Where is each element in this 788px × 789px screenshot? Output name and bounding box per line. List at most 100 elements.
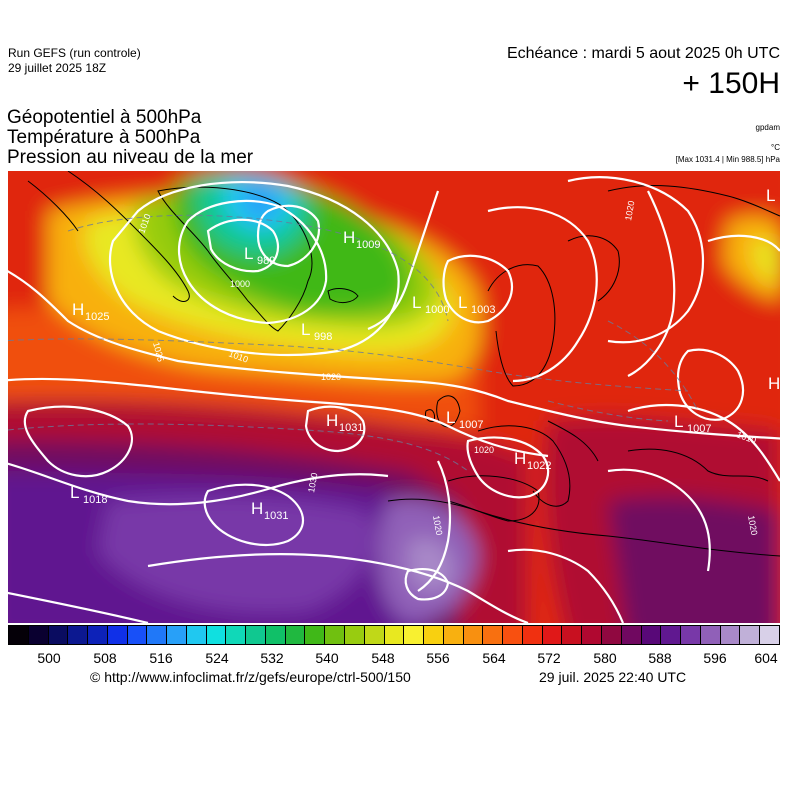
colorbar-tick-label: 532 [260,650,284,666]
low-pressure-center: L 1007 [674,412,711,435]
parameter-geopotential: Géopotentiel à 500hPa [7,107,202,128]
colorbar-swatch [127,625,148,645]
colorbar-tick-label: 500 [37,650,61,666]
colorbar-swatch [404,625,425,645]
colorbar-swatch [68,625,89,645]
pressure-center-value: 1009 [356,239,380,251]
colorbar-swatch [582,625,602,645]
colorbar-swatch [345,625,365,645]
pressure-center-letter: L [446,408,455,427]
colorbar-swatch [621,625,642,645]
pressure-center-letter: L [458,293,467,312]
isobars [8,176,780,623]
isobar-value-label: 1000 [230,279,250,289]
pressure-center-letter: H [343,228,355,247]
high-pressure-center: H 1031 [251,499,288,522]
colorbar-swatch [760,625,780,645]
isobar-value-label: 1020 [431,515,444,536]
colorbar-swatch [384,625,405,645]
colorbar-swatch [562,625,583,645]
pressure-center-letter: H [326,411,338,430]
pressure-center-letter: H [514,449,526,468]
pressure-center-value: 998 [314,331,332,343]
colorbar-swatch [226,625,247,645]
colorbar-swatch [167,625,187,645]
pressure-center-value: 1003 [471,304,495,316]
colorbar-swatch [443,625,464,645]
pressure-center-value: 1007 [687,423,711,435]
low-pressure-center: L 1018 [70,483,107,506]
colorbar-swatch [28,625,49,645]
colorbar-swatch [186,625,207,645]
unit-geopotential: gpdam [755,123,780,132]
pressure-center-letter: H [251,499,263,518]
parameter-pressure: Pression au niveau de la mer [7,147,254,168]
colorbar-tick-label: 508 [93,650,117,666]
colorbar-swatch [305,625,326,645]
pressure-center-letter: L [766,186,775,205]
colorbar-tick-label: 524 [205,650,229,666]
colorbar-swatch [147,625,168,645]
colorbar-swatch [48,625,69,645]
run-date: 29 juillet 2025 18Z [8,61,107,75]
low-pressure-center: L 1003 [458,293,495,316]
pressure-center-letter: H [72,300,84,319]
high-pressure-center: H 1009 [343,228,380,251]
colorbar-swatch [522,625,543,645]
high-pressure-center: H 1031 [326,411,363,434]
pressure-center-letter: L [244,244,253,263]
low-pressure-center: L [766,186,775,205]
colorbar-swatch [463,625,484,645]
colorbar-tick-label: 516 [149,650,173,666]
high-pressure-center: H 1025 [72,300,109,323]
colorbar-tick-label: 540 [315,650,339,666]
pressure-center-letter: L [70,483,79,502]
isobar-value-label: 1020 [746,515,759,536]
pressure-center-letter: L [301,320,310,339]
pressure-center-value: 1031 [264,510,288,522]
colorbar-swatch [424,625,444,645]
temperature-colorbar [8,625,780,645]
parameter-temperature: Température à 500hPa [7,127,201,148]
colorbar-tick-label: 580 [593,650,617,666]
colorbar-swatch [720,625,741,645]
colorbar-swatch [88,625,108,645]
run-title: Run GEFS (run controle) [8,46,141,60]
height-contours [8,214,699,472]
low-pressure-center: L 998 [301,320,332,343]
colorbar-tick-label: 564 [482,650,506,666]
pressure-center-value: 989 [257,255,275,267]
pressure-center-letter: H [768,374,780,393]
colorbar-swatch [325,625,346,645]
pressure-range: [Max 1031.4 | Min 988.5] hPa [675,155,780,164]
pressure-center-letter: L [674,412,683,431]
pressure-center-value: 1031 [339,422,363,434]
weather-map[interactable]: 1010 1000 1020 1025 1010 1020 1020 1030 1020 1010… [8,171,780,623]
colorbar-swatch [503,625,523,645]
low-pressure-center: L 989 [244,244,275,267]
colorbar-swatch [601,625,622,645]
source-credit[interactable]: © http://www.infoclimat.fr/z/gefs/europe… [90,669,411,685]
high-pressure-center: H 1022 [514,449,551,472]
colorbar-swatch [246,625,266,645]
colorbar-swatch [661,625,682,645]
colorbar-swatch [542,625,563,645]
colorbar-swatch [285,625,306,645]
colorbar-tick-label: 596 [703,650,727,666]
colorbar-swatch [681,625,701,645]
colorbar-swatch [641,625,662,645]
unit-temperature: °C [771,143,780,152]
isobar-value-label: 1030 [306,472,319,493]
colorbar-tick-label: 588 [648,650,672,666]
colorbar-swatch [107,625,128,645]
isobar-value-label: 1020 [623,200,636,221]
colorbar-tick-label: 556 [426,650,450,666]
coastlines [27,171,780,557]
colorbar-tick-label: 548 [371,650,395,666]
pressure-center-value: 1025 [85,311,109,323]
pressure-center-value: 1022 [527,460,551,472]
colorbar-swatch [700,625,721,645]
pressure-center-letter: L [412,293,421,312]
